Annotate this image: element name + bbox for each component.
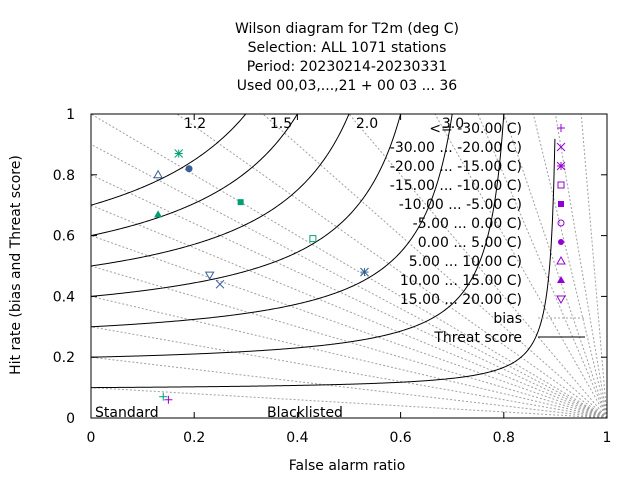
legend-symbol (557, 124, 565, 132)
group-labels: Standard Blacklisted (95, 405, 343, 421)
x-tick-label: 0.2 (183, 430, 205, 446)
legend-label: -5.00 ... 0.00 C) (413, 216, 522, 232)
bias-label: 3.0 (442, 116, 464, 132)
threat-score-curves (91, 114, 556, 389)
bias-line (91, 326, 607, 418)
data-point (309, 235, 317, 243)
bias-line (91, 235, 607, 418)
y-tick-label: 1 (66, 107, 75, 123)
data-points (153, 149, 369, 404)
legend-symbol (556, 295, 566, 305)
legend-label: 15.00 ... 20.00 C) (400, 292, 522, 308)
threat-score-curve (91, 114, 350, 267)
bias-line (554, 114, 607, 418)
y-tick-label: 0 (66, 411, 75, 427)
bias-label: 2.0 (356, 116, 378, 132)
bias-line (91, 295, 607, 418)
legend-label-bias: bias (493, 311, 522, 327)
data-point (237, 199, 244, 206)
bias-line (262, 114, 607, 418)
legend-label: 0.00 ... 5.00 C) (418, 235, 522, 251)
bias-line (91, 143, 607, 418)
legend: <= -30.00 C) -30.00 ... -20.00 C) -20.00 .… (390, 121, 585, 346)
bias-line (503, 114, 607, 418)
threat-score-curve (91, 114, 298, 237)
threat-score-curve (91, 138, 556, 389)
bias-line (532, 114, 607, 418)
bias-line (580, 114, 607, 418)
data-point (204, 271, 215, 281)
plot-area: 1.2 1.5 2.0 3.0 (91, 114, 607, 418)
legend-label: -10.00 ... -5.00 C) (399, 197, 522, 213)
y-tick-label: 0.6 (53, 229, 75, 245)
data-point (154, 210, 163, 218)
legend-symbol (557, 219, 565, 227)
threat-score-curve (91, 114, 247, 206)
bias-line (91, 204, 607, 418)
bias-label: 1.2 (184, 116, 206, 132)
legend-symbol (556, 161, 566, 171)
bias-label: 1.5 (270, 116, 292, 132)
y-tick-label: 0.2 (53, 350, 75, 366)
x-tick-label: 0 (87, 430, 96, 446)
bias-line (91, 174, 607, 418)
title-line: Used 00,03,...,21 + 00 03 ... 36 (237, 78, 458, 94)
legend-symbol (558, 201, 564, 207)
plot-frame (90, 113, 608, 419)
title-line: Period: 20230214-20230331 (247, 59, 447, 75)
data-point (174, 149, 184, 158)
legend-symbol (557, 181, 565, 189)
blacklisted-label: Blacklisted (267, 405, 343, 421)
title-line: Selection: ALL 1071 stations (248, 40, 447, 56)
y-tick-label: 0.4 (53, 289, 75, 305)
threat-score-curve (91, 114, 453, 328)
data-point (153, 169, 163, 179)
threat-score-curve (91, 114, 402, 297)
data-point (186, 165, 193, 172)
chart-title: Wilson diagram for T2m (deg C) Selection:… (235, 21, 459, 94)
legend-symbol (558, 239, 564, 245)
bias-labels: 1.2 1.5 2.0 3.0 (184, 116, 464, 132)
legend-symbol (556, 142, 566, 152)
data-point (164, 395, 173, 404)
legend-symbol (556, 255, 566, 265)
x-tick-label: 0.8 (493, 430, 515, 446)
legend-symbol (557, 276, 565, 283)
bias-line (91, 356, 607, 418)
legend-label: -30.00 ... -20.00 C) (390, 140, 522, 156)
data-point (215, 279, 225, 289)
legend-label: 10.00 ... 15.00 C) (400, 273, 522, 289)
legend-label: 5.00 ... 10.00 C) (409, 254, 522, 270)
y-axis-label: Hit rate (bias and Threat score) (8, 155, 24, 375)
y-tick-label: 0.8 (53, 168, 75, 184)
x-tick-label: 1 (603, 430, 612, 446)
legend-label: <= -30.00 C) (429, 121, 522, 137)
data-point (159, 392, 168, 401)
x-tick-label: 0.6 (389, 430, 411, 446)
standard-label: Standard (95, 405, 159, 421)
bias-lines (91, 114, 607, 418)
legend-label: -20.00 ... -15.00 C) (390, 159, 522, 175)
title-line: Wilson diagram for T2m (deg C) (235, 21, 459, 37)
axis-ticks: 0 0.2 0.4 0.6 0.8 1 0 0.2 0.4 0.6 0.8 1 (53, 107, 612, 446)
bias-line (477, 114, 607, 418)
data-point (360, 267, 369, 277)
legend-label: -15.00 ... -10.00 C) (390, 178, 522, 194)
x-axis-label: False alarm ratio (289, 458, 406, 474)
legend-label-threat: Threat score (433, 330, 522, 346)
x-tick-label: 0.4 (286, 430, 308, 446)
bias-line (348, 114, 607, 418)
threat-score-curve (91, 114, 505, 358)
